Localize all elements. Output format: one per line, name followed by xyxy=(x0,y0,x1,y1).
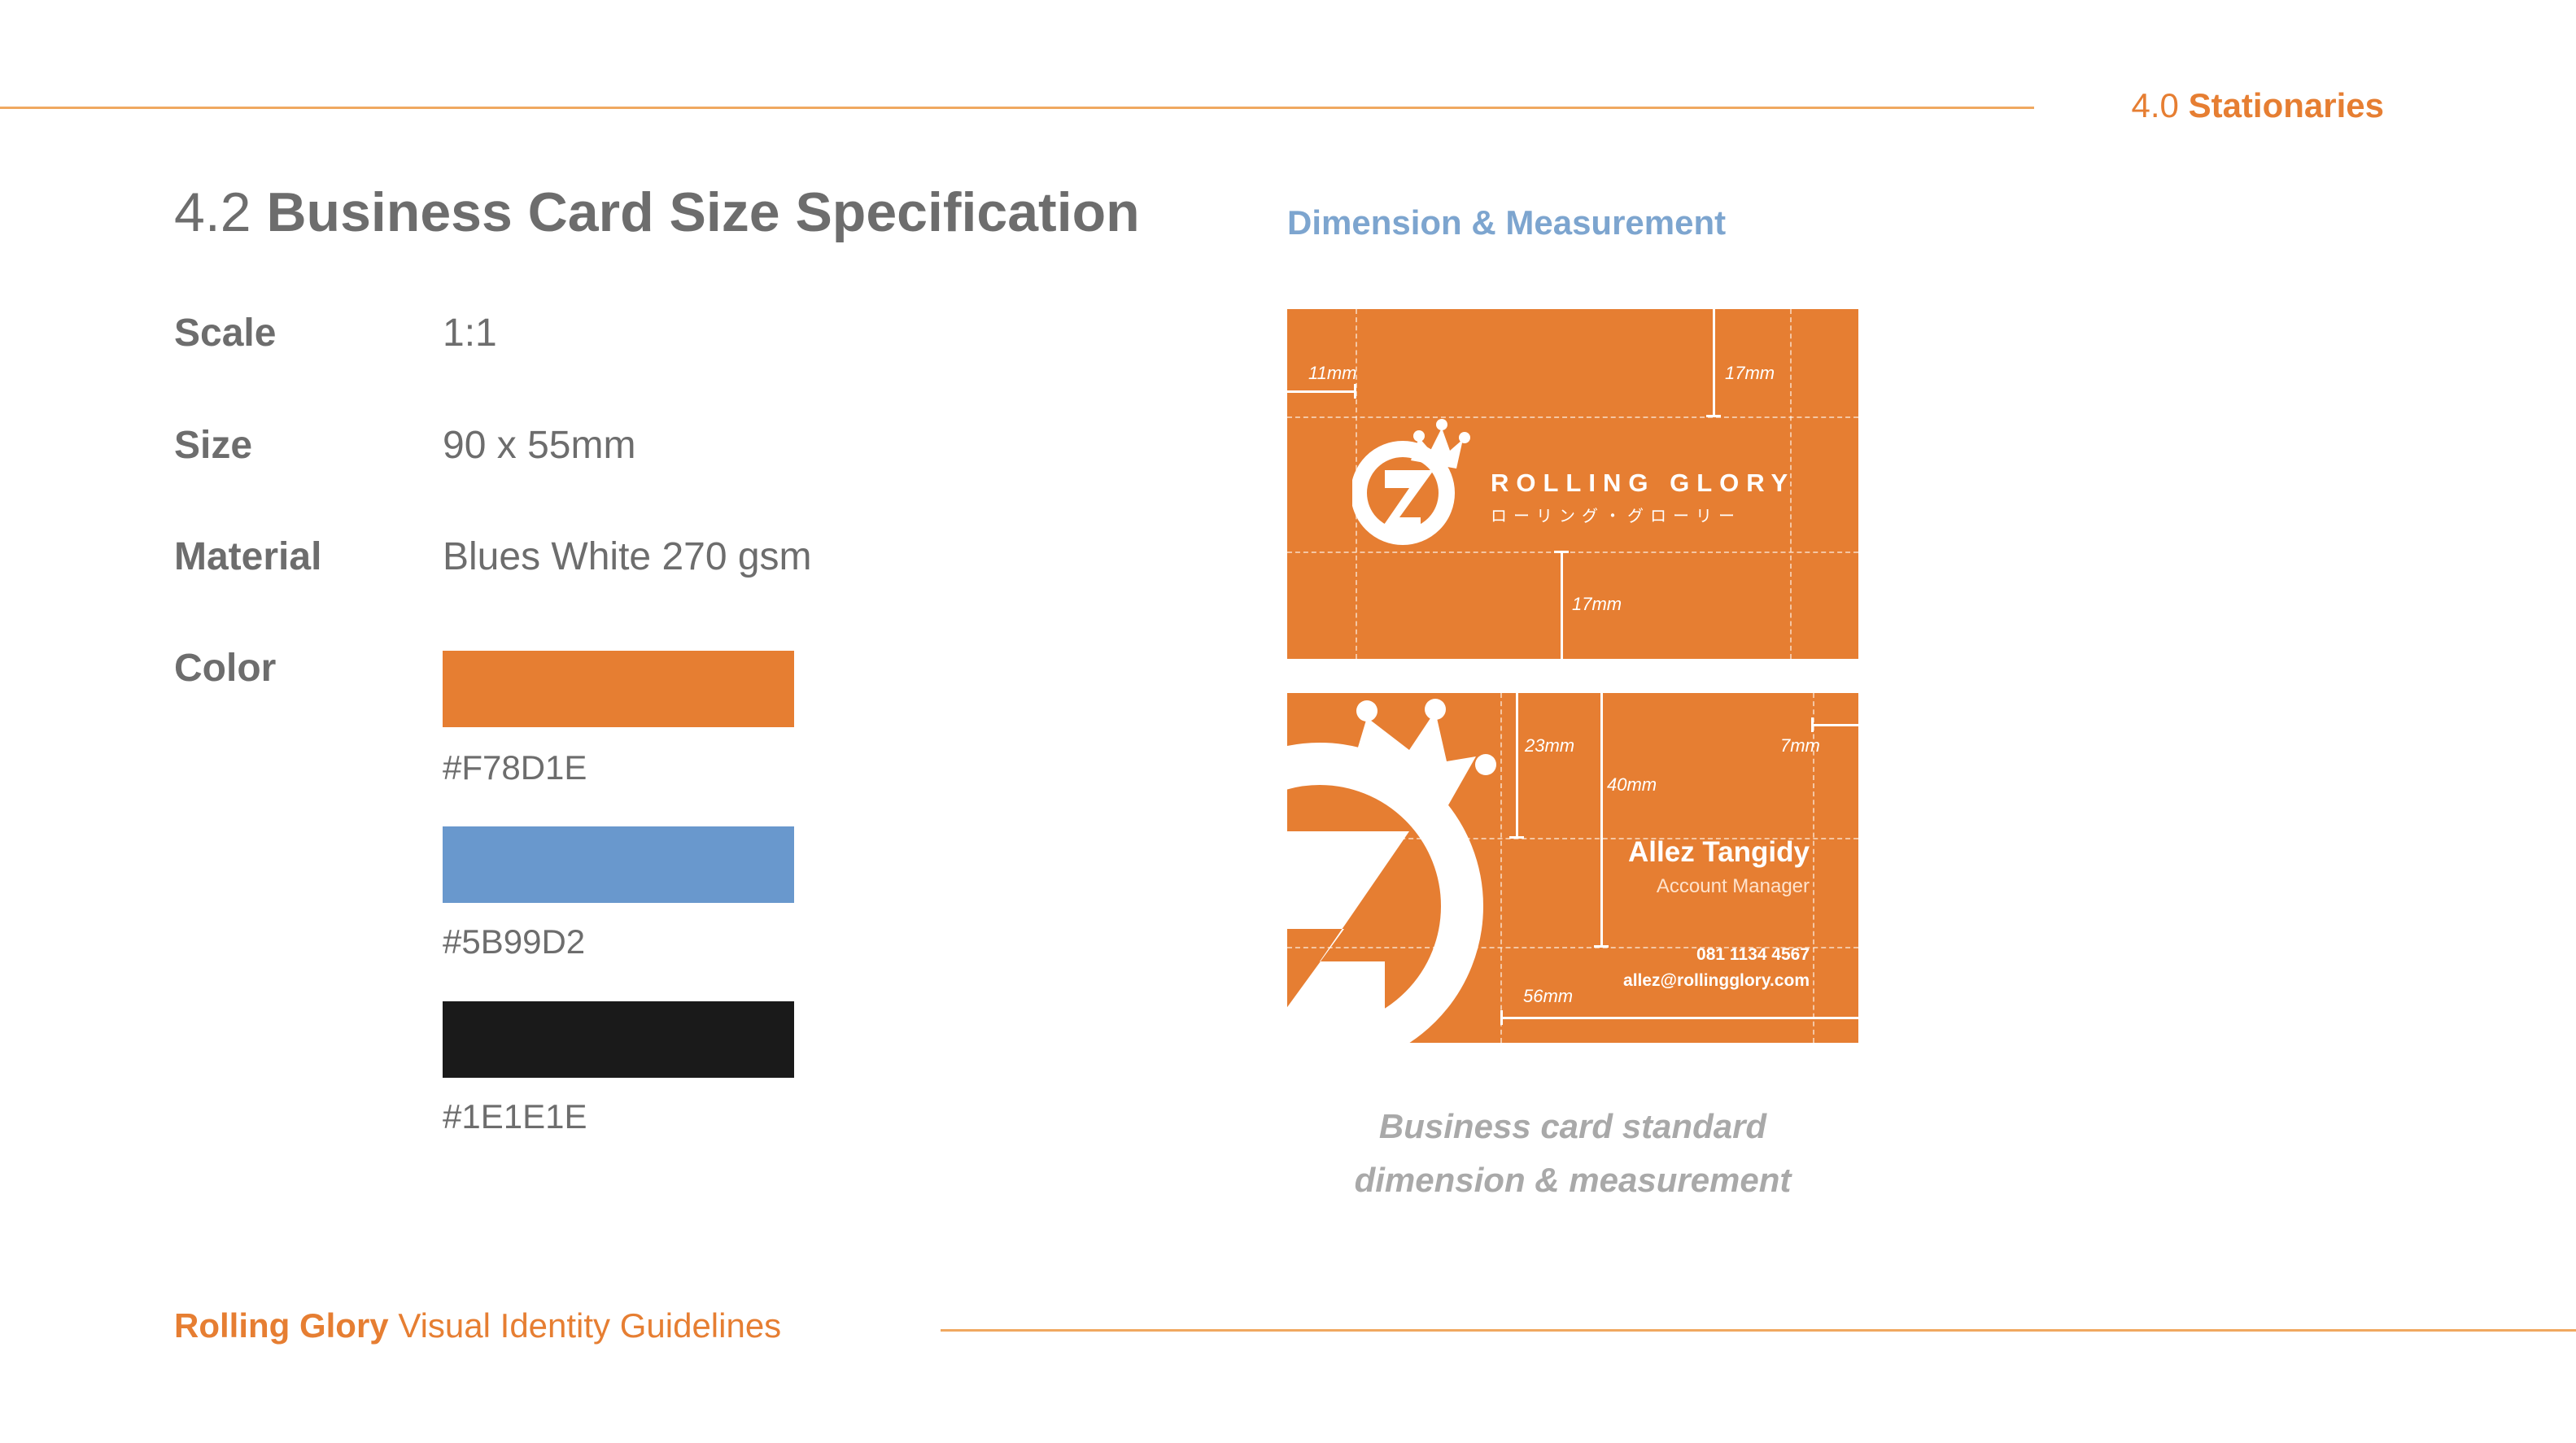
rolling-glory-logo-icon xyxy=(1352,419,1470,545)
guide-line xyxy=(1287,551,1858,553)
measure-label-top-b: 40mm xyxy=(1607,774,1657,795)
measure-line xyxy=(1516,693,1518,838)
measure-line xyxy=(1600,693,1603,947)
dimension-heading: Dimension & Measurement xyxy=(1287,203,1727,242)
color-swatch-orange xyxy=(443,651,794,727)
measure-label-bottom: 17mm xyxy=(1572,594,1622,614)
guide-line xyxy=(1287,947,1858,948)
caption-line-2: dimension & measurement xyxy=(1354,1161,1792,1199)
color-code-black: #1E1E1E xyxy=(443,1097,587,1136)
measure-label-right: 7mm xyxy=(1780,735,1820,756)
measure-line xyxy=(1500,1017,1858,1019)
measure-cap xyxy=(1594,945,1609,948)
color-swatch-black xyxy=(443,1001,794,1078)
section-name: Stationaries xyxy=(2188,86,2384,124)
spec-label-size: Size xyxy=(174,424,253,467)
spec-value-scale: 1:1 xyxy=(443,312,497,355)
brand-name: ROLLING GLORY xyxy=(1491,469,1796,497)
measure-label-bottom: 56mm xyxy=(1523,986,1574,1006)
color-code-orange: #F78D1E xyxy=(443,748,587,787)
card-caption: Business card standard dimension & measu… xyxy=(1287,1100,1858,1207)
color-code-blue: #5B99D2 xyxy=(443,922,586,961)
measure-label-right: 17mm xyxy=(1725,363,1775,383)
guide-line xyxy=(1287,838,1858,839)
contact-email: allez@rollingglory.com xyxy=(1623,971,1810,990)
contact-role: Account Manager xyxy=(1656,875,1810,897)
measure-cap xyxy=(1509,836,1524,839)
spec-value-material: Blues White 270 gsm xyxy=(443,535,812,578)
contact-phone: 081 1134 4567 xyxy=(1696,945,1810,964)
measure-cap xyxy=(1554,551,1569,553)
guide-line xyxy=(1287,416,1858,418)
brand-subtitle: ローリング・グローリー xyxy=(1491,508,1741,525)
spec-label-color: Color xyxy=(174,647,277,690)
guide-line xyxy=(1813,693,1814,1043)
contact-name: Allez Tangidy xyxy=(1628,836,1810,868)
measure-line xyxy=(1287,390,1356,393)
measure-line xyxy=(1813,724,1858,726)
measure-label-top-a: 23mm xyxy=(1525,735,1575,756)
page-title-number: 4.2 xyxy=(174,181,251,243)
business-card-front: 11mm 17mm 17mm ROLLING GLORY ローリング・グローリー xyxy=(1287,309,1858,659)
measure-cap xyxy=(1500,1010,1503,1025)
footer-brand: Rolling Glory Visual Identity Guidelines xyxy=(174,1306,781,1345)
guide-line xyxy=(1500,693,1502,1043)
footer-brand-text: Visual Identity Guidelines xyxy=(398,1306,782,1345)
section-tag: 4.0 Stationaries xyxy=(2132,86,2384,125)
measure-line xyxy=(1561,551,1563,659)
page-title: 4.2 Business Card Size Specification xyxy=(174,181,1140,244)
spec-label-scale: Scale xyxy=(174,312,277,355)
footer-rule xyxy=(941,1329,2576,1332)
footer-brand-name: Rolling Glory xyxy=(174,1306,389,1345)
measure-line xyxy=(1713,309,1715,416)
caption-line-1: Business card standard xyxy=(1378,1107,1767,1145)
large-logo-icon xyxy=(1287,699,1496,1043)
business-card-back: 23mm 40mm 7mm 56mm Allez Tangidy Account… xyxy=(1287,693,1858,1043)
spec-label-material: Material xyxy=(174,535,322,578)
measure-cap xyxy=(1354,384,1356,399)
page-title-text: Business Card Size Specification xyxy=(266,181,1140,243)
color-swatch-blue xyxy=(443,826,794,903)
spec-value-size: 90 x 55mm xyxy=(443,424,636,467)
guide-line xyxy=(1790,309,1792,659)
section-number: 4.0 xyxy=(2131,86,2179,124)
measure-cap xyxy=(1811,717,1814,732)
measure-label-left: 11mm xyxy=(1308,363,1357,383)
measure-cap xyxy=(1706,415,1721,417)
header-rule xyxy=(0,107,2034,109)
